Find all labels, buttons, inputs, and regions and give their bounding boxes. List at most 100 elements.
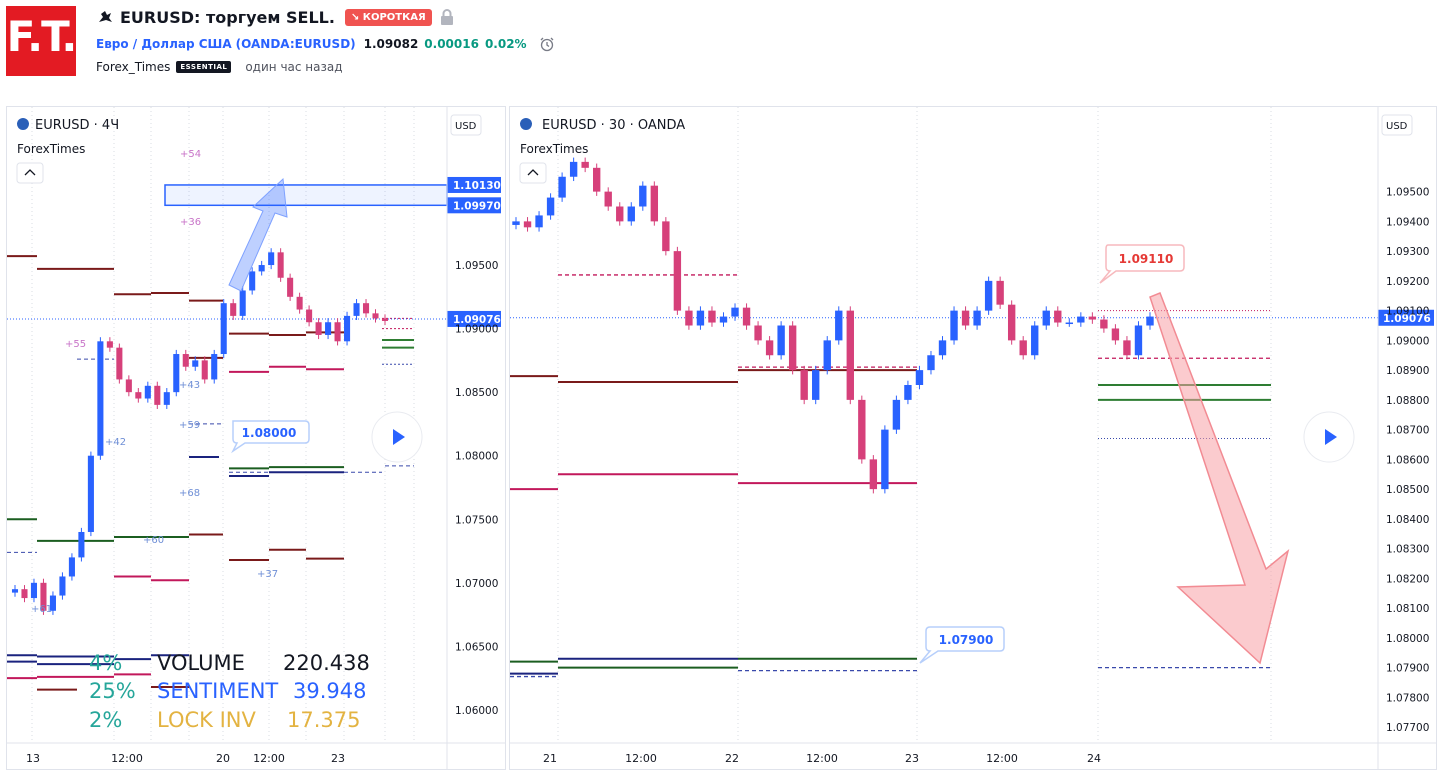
candle-body <box>277 252 284 278</box>
last-price-tag: 1.09076 <box>1383 313 1431 325</box>
x-tick-label: 12:00 <box>253 752 285 765</box>
author-logo[interactable]: F.T. <box>6 6 78 76</box>
y-tick-label: 1.09000 <box>455 324 498 336</box>
author-row: Forex_Times ESSENTIAL один час назад <box>96 60 343 74</box>
candle-body <box>87 455 94 532</box>
candle-body <box>49 595 56 611</box>
short-badge: ↘ КОРОТКАЯ <box>344 8 432 26</box>
y-tick-label: 1.09400 <box>1386 216 1429 228</box>
last-price-tag-bg <box>447 310 501 327</box>
candle-body <box>627 206 635 222</box>
candle-body <box>742 307 751 326</box>
candle-body <box>268 252 275 266</box>
eurusd-flag-icon <box>520 118 532 130</box>
chart-panel-30m[interactable]: 1.09110 1.07900 1.09076 1.09500 1.09400 1.09… <box>509 106 1437 770</box>
level-note: +60 <box>143 535 164 546</box>
author-name[interactable]: Forex_Times <box>96 60 171 74</box>
candle-body <box>754 325 762 341</box>
currency-label: USD <box>455 121 477 132</box>
y-tick-label: 1.08900 <box>1386 365 1429 377</box>
candle-body <box>106 341 113 348</box>
candle-body <box>154 385 161 405</box>
candle-body <box>546 197 555 216</box>
candle-body <box>719 316 728 323</box>
x-tick-label: 23 <box>905 752 919 765</box>
symbol-change-pct: 0.02% <box>484 37 527 51</box>
zone-top-label-bg <box>447 176 501 193</box>
target-zone <box>164 184 448 207</box>
symbol-price: 1.09082 <box>363 37 419 51</box>
x-tick-label: 12:00 <box>111 752 143 765</box>
candle-body <box>11 589 19 593</box>
collapse-button[interactable] <box>519 162 547 184</box>
y-tick-label: 1.07500 <box>455 514 498 526</box>
candle-body <box>950 310 958 341</box>
y-tick-label: 1.07700 <box>1386 722 1429 734</box>
candle-body <box>846 310 854 400</box>
candle-body <box>1146 316 1154 326</box>
candle-body <box>639 185 647 207</box>
candle-body <box>78 531 85 558</box>
chart-4h[interactable]: 1.10130 1.09970 1.09076 1.08000 +54 +36 +55 +43… <box>7 107 505 769</box>
symbol-change: 0.00016 <box>424 37 479 51</box>
last-price-tag: 1.09076 <box>453 314 501 326</box>
candle-body <box>201 360 208 380</box>
candle-body <box>144 385 151 399</box>
candle-body <box>869 459 878 490</box>
chevron-up-icon <box>527 169 539 176</box>
candle-body <box>996 280 1004 305</box>
candle-body <box>708 310 716 323</box>
candle-body <box>362 303 370 314</box>
chevron-up-icon <box>24 169 36 176</box>
candle-body <box>192 360 199 367</box>
chart-30m[interactable]: 1.09110 1.07900 1.09076 1.09500 1.09400 1.09… <box>510 107 1436 769</box>
y-tick-label: 1.09000 <box>1386 335 1429 347</box>
symbol-code-link[interactable]: (OANDA:EURUSD) <box>235 37 356 51</box>
y-tick-label: 1.09200 <box>1386 276 1429 288</box>
idea-title: EURUSD: торгуем SELL. <box>120 7 335 27</box>
candle-body <box>581 161 589 168</box>
lock-pct: 2% <box>89 708 122 732</box>
candle-body <box>961 310 970 326</box>
symbol-link[interactable]: Евро / Доллар США <box>96 37 232 51</box>
clock-alert-icon[interactable] <box>539 36 555 52</box>
candle-body <box>1031 325 1039 356</box>
logo-text: F.T. <box>6 12 78 61</box>
idea-header: F.T. EURUSD: торгуем SELL. ↘ КОРОТКАЯ Ев… <box>0 0 1441 100</box>
candle-body <box>696 310 705 326</box>
callout-bottom-box <box>919 626 1005 664</box>
candle-body <box>1088 316 1097 320</box>
candle-body <box>353 303 360 316</box>
candle-body <box>558 176 566 198</box>
candle-body <box>650 185 659 222</box>
lock-label: LOCK INV <box>157 708 256 732</box>
candle-body <box>258 265 265 272</box>
candle-body <box>239 290 246 316</box>
candle-body <box>1134 325 1143 356</box>
y-tick-label: 1.08400 <box>1386 514 1429 526</box>
x-tick-label: 13 <box>26 752 40 765</box>
down-arrow <box>1149 292 1290 665</box>
candle-body <box>535 215 543 228</box>
candle-body <box>812 370 820 400</box>
zone-top-label: 1.10130 <box>453 180 501 192</box>
candle-body <box>211 354 218 380</box>
x-tick-label: 20 <box>216 752 230 765</box>
currency-button[interactable] <box>450 114 482 136</box>
level-note: +42 <box>105 437 126 448</box>
last-price-tag-bg <box>1378 309 1434 326</box>
candle-body <box>334 322 341 342</box>
y-tick-label: 1.09500 <box>1386 187 1429 199</box>
chart-4h-subtitle: ForexTimes <box>17 142 85 156</box>
candle-body <box>523 221 532 228</box>
candle-body <box>372 313 379 319</box>
x-tick-label: 24 <box>1087 752 1101 765</box>
currency-button[interactable] <box>1381 114 1413 136</box>
x-tick-label: 12:00 <box>625 752 657 765</box>
y-tick-label: 1.08000 <box>455 451 498 463</box>
chart-panel-4h[interactable]: 1.10130 1.09970 1.09076 1.08000 +54 +36 +55 +43… <box>6 106 506 770</box>
collapse-button[interactable] <box>16 162 44 184</box>
candle-body <box>315 322 322 335</box>
y-tick-label: 1.08700 <box>1386 425 1429 437</box>
candle-body <box>182 354 189 367</box>
